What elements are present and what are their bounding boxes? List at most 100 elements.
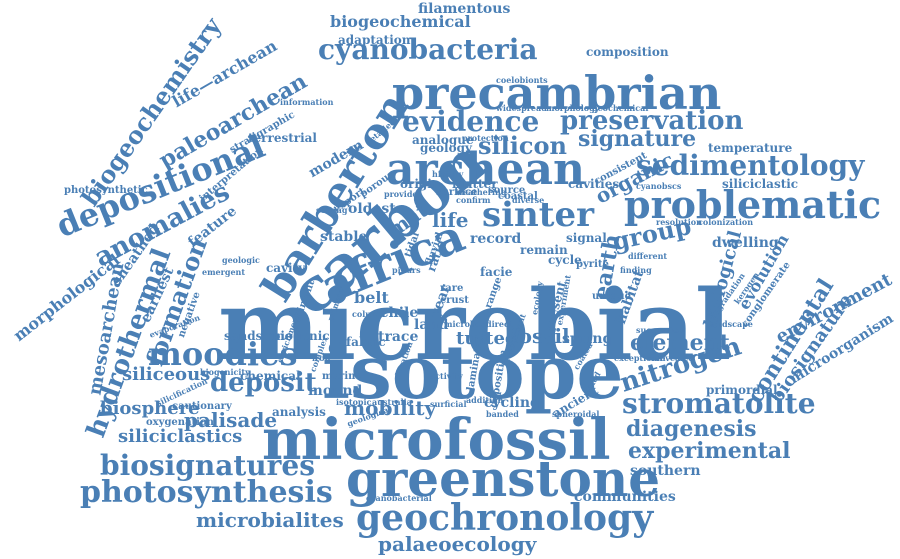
- cloud-word: isotope: [322, 330, 624, 416]
- cloud-word: activity: [430, 371, 463, 381]
- cloud-word: diagenesis: [626, 416, 757, 442]
- cloud-word: coastal: [498, 191, 538, 202]
- cloud-word: finding: [620, 265, 652, 275]
- cloud-word: archean: [386, 144, 585, 195]
- cloud-word: primordial: [706, 383, 778, 397]
- cloud-word: record: [470, 231, 522, 247]
- cloud-word: unique: [592, 291, 631, 302]
- cloud-word: landscape: [708, 319, 753, 329]
- cloud-word: protection: [462, 133, 509, 143]
- cloud-word: succession: [636, 325, 685, 335]
- cloud-word: photosynthetic: [64, 185, 148, 196]
- cloud-word: cavity: [266, 261, 306, 275]
- cloud-word: siliceous: [122, 364, 211, 385]
- cloud-word: weathering: [456, 187, 507, 197]
- cloud-word: mobility: [344, 396, 437, 420]
- cloud-word: pillars: [392, 265, 421, 275]
- cloud-word: different: [628, 251, 668, 261]
- cloud-word: stable: [320, 229, 368, 245]
- cloud-word: widespread: [496, 103, 547, 113]
- cloud-word: cyanobacterial: [366, 493, 432, 503]
- cloud-word: chile: [380, 305, 419, 321]
- cloud-word: terrestrial: [248, 131, 317, 145]
- cloud-word: microbes: [444, 319, 486, 329]
- cloud-word: palaeoecology: [378, 532, 537, 556]
- cloud-word: column: [352, 309, 386, 319]
- cloud-word: direct: [486, 319, 513, 329]
- cloud-word: analogue: [412, 133, 474, 147]
- cloud-word: provide: [384, 189, 418, 199]
- cloud-word: remain: [520, 243, 568, 257]
- cloud-word: stromatolite: [622, 387, 816, 420]
- cloud-word: fabric: [346, 335, 386, 349]
- cloud-word: diverse: [512, 195, 545, 205]
- cloud-word: oxygenation: [146, 417, 214, 428]
- cloud-word: geochronology: [356, 497, 654, 539]
- cloud-word: emergent: [202, 267, 246, 277]
- cloud-word: cyanobscs: [636, 181, 682, 191]
- cloud-word: communities: [574, 489, 676, 505]
- cloud-word: microbial: [218, 269, 732, 382]
- cloud-word: land: [414, 317, 449, 333]
- cloud-word: exceptional: [614, 353, 666, 363]
- cloud-word: experimental: [628, 438, 791, 464]
- cloud-word: biogeochemical: [330, 12, 471, 31]
- cloud-word: surface: [436, 187, 478, 198]
- cloud-word: morphology: [546, 103, 600, 113]
- cloud-word: silicon: [478, 131, 567, 160]
- cloud-word: cautionary: [172, 401, 232, 412]
- cloud-word: cyanobacteria: [318, 33, 538, 66]
- cloud-word: spheroidal: [552, 409, 600, 419]
- cloud-word: history: [432, 169, 464, 179]
- cloud-word: iron: [312, 353, 331, 363]
- cloud-word: deposit: [210, 368, 317, 398]
- cloud-word: belt: [354, 288, 389, 307]
- cloud-word: evidence: [402, 105, 540, 138]
- cloud-word: sedimentology: [636, 149, 865, 182]
- cloud-word: resolution: [656, 217, 702, 227]
- cloud-word: element: [630, 330, 730, 356]
- cloud-word: filamentous: [418, 1, 511, 17]
- cloud-word: crust: [440, 295, 469, 306]
- cloud-word: origin: [400, 177, 441, 191]
- cloud-word: geologic: [222, 255, 260, 265]
- cloud-word: pyrite: [576, 259, 609, 270]
- cloud-word: tufted: [456, 328, 518, 349]
- cloud-word: coelobionts: [496, 75, 548, 85]
- cloud-word: information: [280, 97, 334, 107]
- cloud-word: composition: [586, 45, 669, 59]
- cloud-word: fossil: [510, 324, 570, 348]
- cloud-word: geochemical: [592, 103, 649, 113]
- cloud-word: biosignatures: [100, 449, 315, 482]
- cloud-word: mound: [308, 383, 363, 399]
- cloud-word: rare: [440, 283, 464, 294]
- cloud-word: spring: [562, 331, 613, 347]
- cloud-word: cycle: [548, 253, 582, 267]
- cloud-word: signal: [566, 231, 607, 245]
- cloud-word: banded: [486, 409, 519, 419]
- cloud-word: isotopic: [336, 397, 372, 407]
- cloud-word: photosynthesis: [80, 475, 333, 510]
- cloud-word: palisade: [184, 408, 278, 432]
- cloud-word: chemical: [240, 369, 301, 383]
- cloud-word: oldest: [348, 201, 396, 217]
- cloud-word: cycling: [484, 395, 540, 411]
- cloud-word: biogenicity: [200, 367, 250, 377]
- cloud-word: analysis: [272, 405, 326, 419]
- cloud-word: siliciclastic: [722, 177, 799, 191]
- cloud-word: trace: [378, 329, 419, 345]
- cloud-word: adaptation: [338, 33, 411, 47]
- cloud-word: facie: [480, 265, 513, 279]
- cloud-word: precambrian: [392, 66, 722, 120]
- cloud-word: matter: [452, 177, 498, 191]
- cloud-word: preservation: [560, 106, 744, 136]
- cloud-word: sandstone: [224, 329, 293, 343]
- cloud-word: life: [432, 208, 469, 232]
- cloud-word: colonization: [698, 217, 754, 227]
- cloud-word: siliciclastics: [118, 426, 243, 447]
- cloud-word: addition: [466, 395, 504, 405]
- cloud-word: biosphere: [100, 398, 200, 419]
- cloud-word: temperature: [708, 141, 793, 155]
- cloud-word: biogenic: [272, 329, 330, 343]
